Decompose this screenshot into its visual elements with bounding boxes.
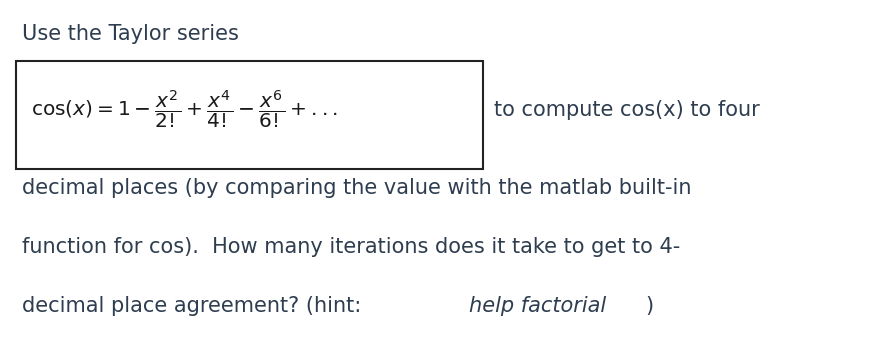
Text: $\cos(x) = 1 - \dfrac{x^2}{2!} + \dfrac{x^4}{4!} - \dfrac{x^6}{6!} + ...$: $\cos(x) = 1 - \dfrac{x^2}{2!} + \dfrac{… (31, 89, 338, 131)
Text: help factorial: help factorial (468, 296, 606, 316)
Text: Use the Taylor series: Use the Taylor series (22, 24, 239, 44)
Text: to compute cos(x) to four: to compute cos(x) to four (494, 100, 760, 120)
Text: decimal place agreement? (hint:: decimal place agreement? (hint: (22, 296, 368, 316)
Text: ): ) (645, 296, 653, 316)
Text: function for cos).  How many iterations does it take to get to 4-: function for cos). How many iterations d… (22, 237, 681, 257)
Text: decimal places (by comparing the value with the matlab built-in: decimal places (by comparing the value w… (22, 177, 692, 198)
